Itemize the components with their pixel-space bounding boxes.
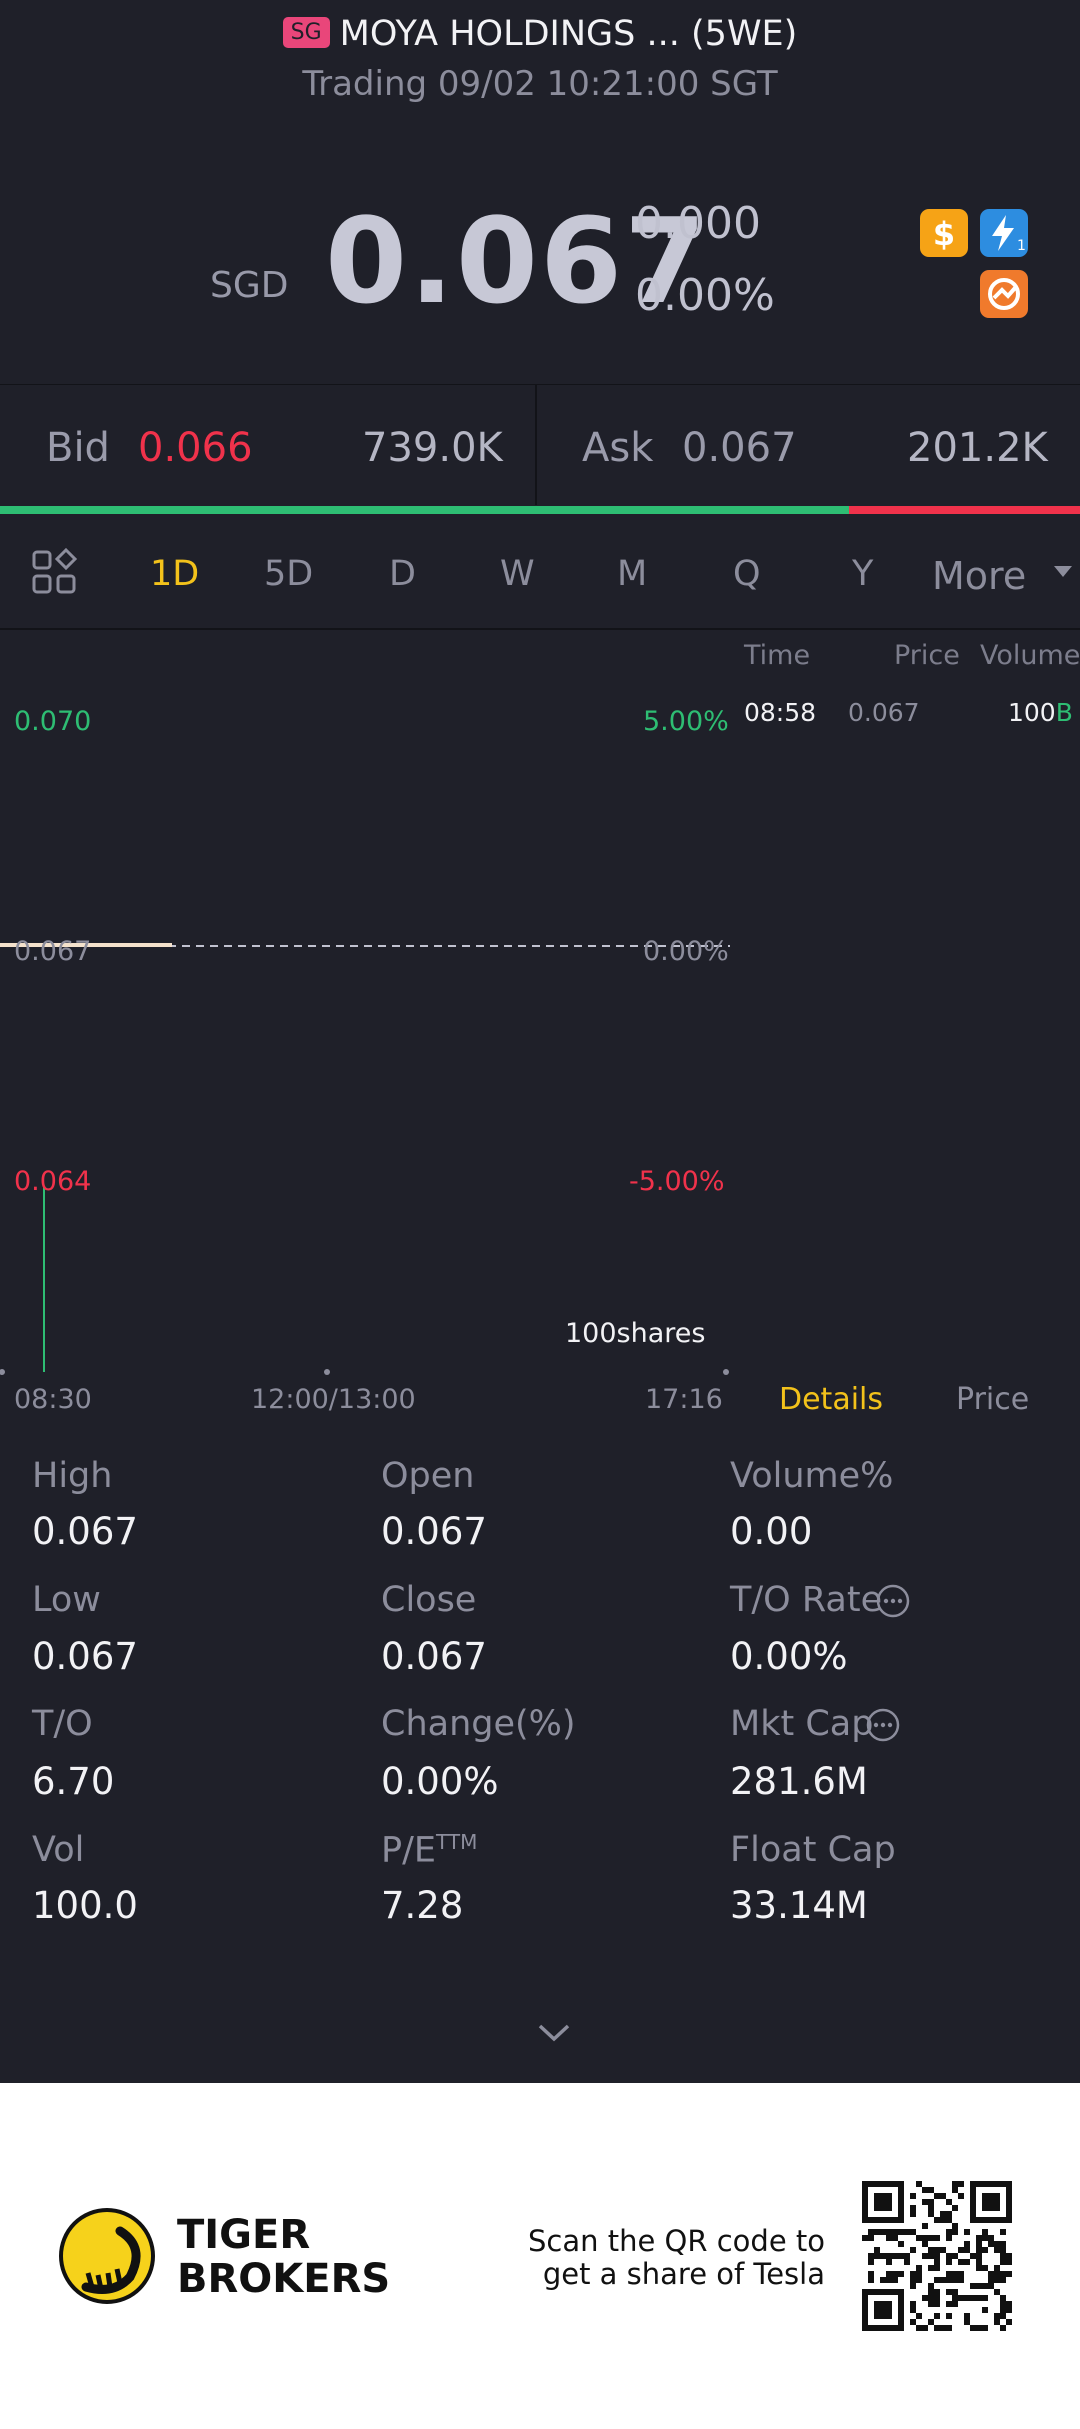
bid-price: 0.066 <box>138 425 253 471</box>
tab-d[interactable]: D <box>389 554 416 594</box>
stat-float-cap-value: 33.14M <box>730 1884 868 1927</box>
x-axis-start: 08:30 <box>14 1384 92 1415</box>
x-axis-mid: 12:00/13:00 <box>251 1384 416 1415</box>
y-axis-low: 0.064 <box>14 1166 92 1197</box>
stat-pe-value: 7.28 <box>381 1884 464 1927</box>
ask-price: 0.067 <box>682 425 797 471</box>
stat-to-label: T/O <box>32 1704 93 1744</box>
stat-vol-value: 100.0 <box>32 1884 138 1927</box>
stat-close-label: Close <box>381 1580 477 1620</box>
qr-code <box>862 2181 1012 2335</box>
bid-ask-panel[interactable]: Bid 0.066 739.0K Ask 0.067 201.2K <box>0 384 1080 512</box>
pct-axis-mid: 0.00% <box>643 936 729 967</box>
tab-y[interactable]: Y <box>852 554 874 594</box>
stat-change-label: Change(%) <box>381 1704 576 1744</box>
ask-strength-bar <box>849 506 1080 514</box>
grid-layout-icon[interactable] <box>30 547 80 602</box>
brand-name: TIGER BROKERS <box>177 2213 390 2301</box>
dollar-icon[interactable]: $ <box>920 209 968 257</box>
tab-q[interactable]: Q <box>733 554 761 594</box>
stat-low-value: 0.067 <box>32 1635 138 1678</box>
stat-volume-pct-value: 0.00 <box>730 1510 813 1553</box>
tab-price[interactable]: Price <box>956 1382 1030 1417</box>
bid-volume: 739.0K <box>362 425 503 471</box>
bid-strength-bar <box>0 506 849 514</box>
x-axis-end: 17:16 <box>645 1384 723 1415</box>
last-price: 0.067 <box>325 192 709 330</box>
stat-low-label: Low <box>32 1580 101 1620</box>
price-change: 0.000 <box>635 198 761 249</box>
tab-1d[interactable]: 1D <box>150 554 200 594</box>
stat-high-value: 0.067 <box>32 1510 138 1553</box>
tab-details[interactable]: Details <box>779 1382 884 1417</box>
pe-label-sup: TTM <box>436 1830 478 1854</box>
svg-text:1: 1 <box>1017 238 1026 254</box>
tiger-logo-icon <box>58 2207 156 2309</box>
trades-header-volume: Volume <box>980 640 1080 671</box>
intraday-chart[interactable] <box>0 632 730 1382</box>
ask-label: Ask <box>582 425 654 471</box>
chevron-down-icon[interactable] <box>1052 562 1074 584</box>
stat-mkt-cap-value: 281.6M <box>730 1760 868 1803</box>
trade-time: 08:58 <box>744 698 817 727</box>
brand-line2: BROKERS <box>177 2256 391 2302</box>
stock-name: MOYA HOLDINGS ... (5WE) <box>339 14 798 54</box>
stat-vol-label: Vol <box>32 1830 85 1870</box>
volume-label: 100shares <box>565 1318 706 1349</box>
tab-m[interactable]: M <box>617 554 648 594</box>
trade-price: 0.067 <box>848 698 920 727</box>
stat-float-cap-label: Float Cap <box>730 1830 896 1870</box>
market-badge: SG <box>282 17 330 48</box>
y-axis-high: 0.070 <box>14 706 92 737</box>
pe-label-text: P/E <box>381 1830 437 1871</box>
pct-axis-high: 5.00% <box>643 706 729 737</box>
stat-high-label: High <box>32 1456 113 1496</box>
stat-open-label: Open <box>381 1456 475 1496</box>
more-label: More <box>932 554 1027 598</box>
trade-volume-cell: 100B <box>1008 698 1073 727</box>
lightning-icon[interactable]: 1 <box>980 209 1028 257</box>
bid-ask-divider <box>535 385 537 505</box>
stat-change-value: 0.00% <box>381 1760 499 1803</box>
stat-pe-label: P/ETTM <box>381 1830 477 1871</box>
period-tabs: 1D 5D D W M Q Y More <box>0 518 1080 630</box>
trades-header-price: Price <box>894 640 960 671</box>
more-tab[interactable]: More <box>932 554 1026 598</box>
stat-to-rate-label: T/O Rate <box>730 1580 883 1620</box>
trading-status: Trading 09/02 10:21:00 SGT <box>302 64 778 104</box>
promo-line2: get a share of Tesla <box>542 2257 825 2291</box>
ask-volume: 201.2K <box>907 425 1048 471</box>
mkt-cap-info-icon[interactable] <box>865 1707 901 1747</box>
promo-line1: Scan the QR code to <box>528 2224 825 2258</box>
tab-5d[interactable]: 5D <box>264 554 314 594</box>
orange-exchange-icon[interactable] <box>980 270 1028 318</box>
stat-to-rate-value: 0.00% <box>730 1635 848 1678</box>
stat-mkt-cap-label: Mkt Cap <box>730 1704 874 1744</box>
tab-w[interactable]: W <box>500 554 535 594</box>
to-rate-info-icon[interactable] <box>875 1583 911 1623</box>
trades-header-time: Time <box>744 640 811 671</box>
trade-side: B <box>1055 698 1073 727</box>
pct-axis-low: -5.00% <box>629 1166 725 1197</box>
promo-text: Scan the QR code to get a share of Tesla <box>520 2225 825 2291</box>
price-change-percent: 0.00% <box>635 270 775 321</box>
svg-text:$: $ <box>933 215 955 253</box>
brand-line1: TIGER <box>177 2212 311 2258</box>
currency-label: SGD <box>210 265 289 306</box>
bid-label: Bid <box>46 425 110 471</box>
stock-title[interactable]: SG MOYA HOLDINGS ... (5WE) <box>0 14 1080 54</box>
stat-volume-pct-label: Volume% <box>730 1456 894 1496</box>
stat-open-value: 0.067 <box>381 1510 487 1553</box>
y-axis-mid: 0.067 <box>14 936 92 967</box>
stat-to-value: 6.70 <box>32 1760 115 1803</box>
trade-volume: 100 <box>1008 698 1056 727</box>
stat-close-value: 0.067 <box>381 1635 487 1678</box>
expand-chevron-icon[interactable] <box>536 2020 572 2048</box>
promo-footer: TIGER BROKERS Scan the QR code to get a … <box>0 2083 1080 2429</box>
